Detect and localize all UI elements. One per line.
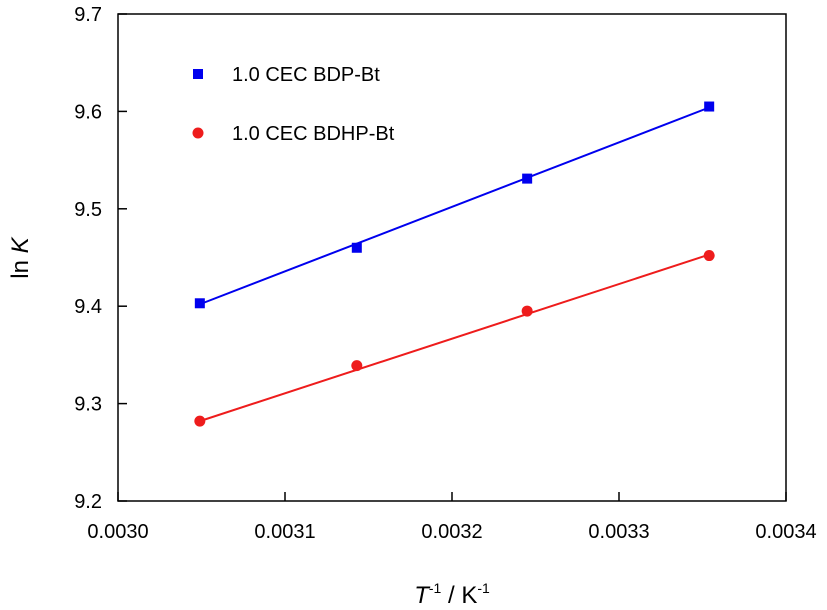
x-tick-label: 0.0033 xyxy=(588,521,649,543)
data-point-series-2 xyxy=(521,305,533,317)
x-axis-title: T-1 / K-1 xyxy=(414,580,490,609)
legend-label-series-1: 1.0 CEC BDP-Bt xyxy=(232,64,380,86)
fit-line-series-2 xyxy=(199,253,710,423)
y-tick-label: 9.5 xyxy=(74,199,102,221)
y-tick-label: 9.6 xyxy=(74,101,102,123)
x-tick-label: 0.0030 xyxy=(87,521,148,543)
data-point-series-1 xyxy=(522,173,533,184)
y-axis-title-var: K xyxy=(7,236,34,253)
x-tick-label: 0.0034 xyxy=(755,521,816,543)
legend-label-series-2: 1.0 CEC BDHP-Bt xyxy=(232,123,395,145)
data-point-series-1 xyxy=(351,242,362,253)
axis-ticks: 0.0030 0.0031 0.0032 0.0033 0.0034 9.2 9.3 9.4 9… xyxy=(74,4,816,543)
x-tick-label: 0.0031 xyxy=(254,521,315,543)
x-axis-title-unit-exp: -1 xyxy=(477,580,490,596)
data-point-series-2 xyxy=(194,415,206,427)
x-axis-title-unit: K xyxy=(461,582,477,609)
x-axis-title-sep: / xyxy=(441,582,461,609)
fit-line-series-1 xyxy=(199,106,710,306)
legend: 1.0 CEC BDP-Bt 1.0 CEC BDHP-Bt xyxy=(192,64,395,145)
y-tick-label: 9.3 xyxy=(74,394,102,416)
y-tick-label: 9.7 xyxy=(74,4,102,26)
legend-marker-series-1 xyxy=(193,69,203,79)
data-point-series-2 xyxy=(351,360,363,372)
data-point-series-2 xyxy=(703,250,715,262)
data-points xyxy=(194,101,715,427)
y-axis-title: ln K xyxy=(7,236,34,278)
x-tick-label: 0.0032 xyxy=(421,521,482,543)
y-tick-label: 9.2 xyxy=(74,491,102,513)
fit-lines xyxy=(199,106,710,423)
x-axis-title-var: T xyxy=(414,582,431,609)
data-point-series-1 xyxy=(704,101,715,112)
x-axis-title-var-exp: -1 xyxy=(429,580,442,596)
data-point-series-1 xyxy=(194,298,205,309)
y-tick-label: 9.4 xyxy=(74,296,102,318)
legend-marker-series-2 xyxy=(192,127,204,139)
plot-frame xyxy=(117,13,787,502)
y-axis-title-prefix: ln xyxy=(7,253,34,278)
